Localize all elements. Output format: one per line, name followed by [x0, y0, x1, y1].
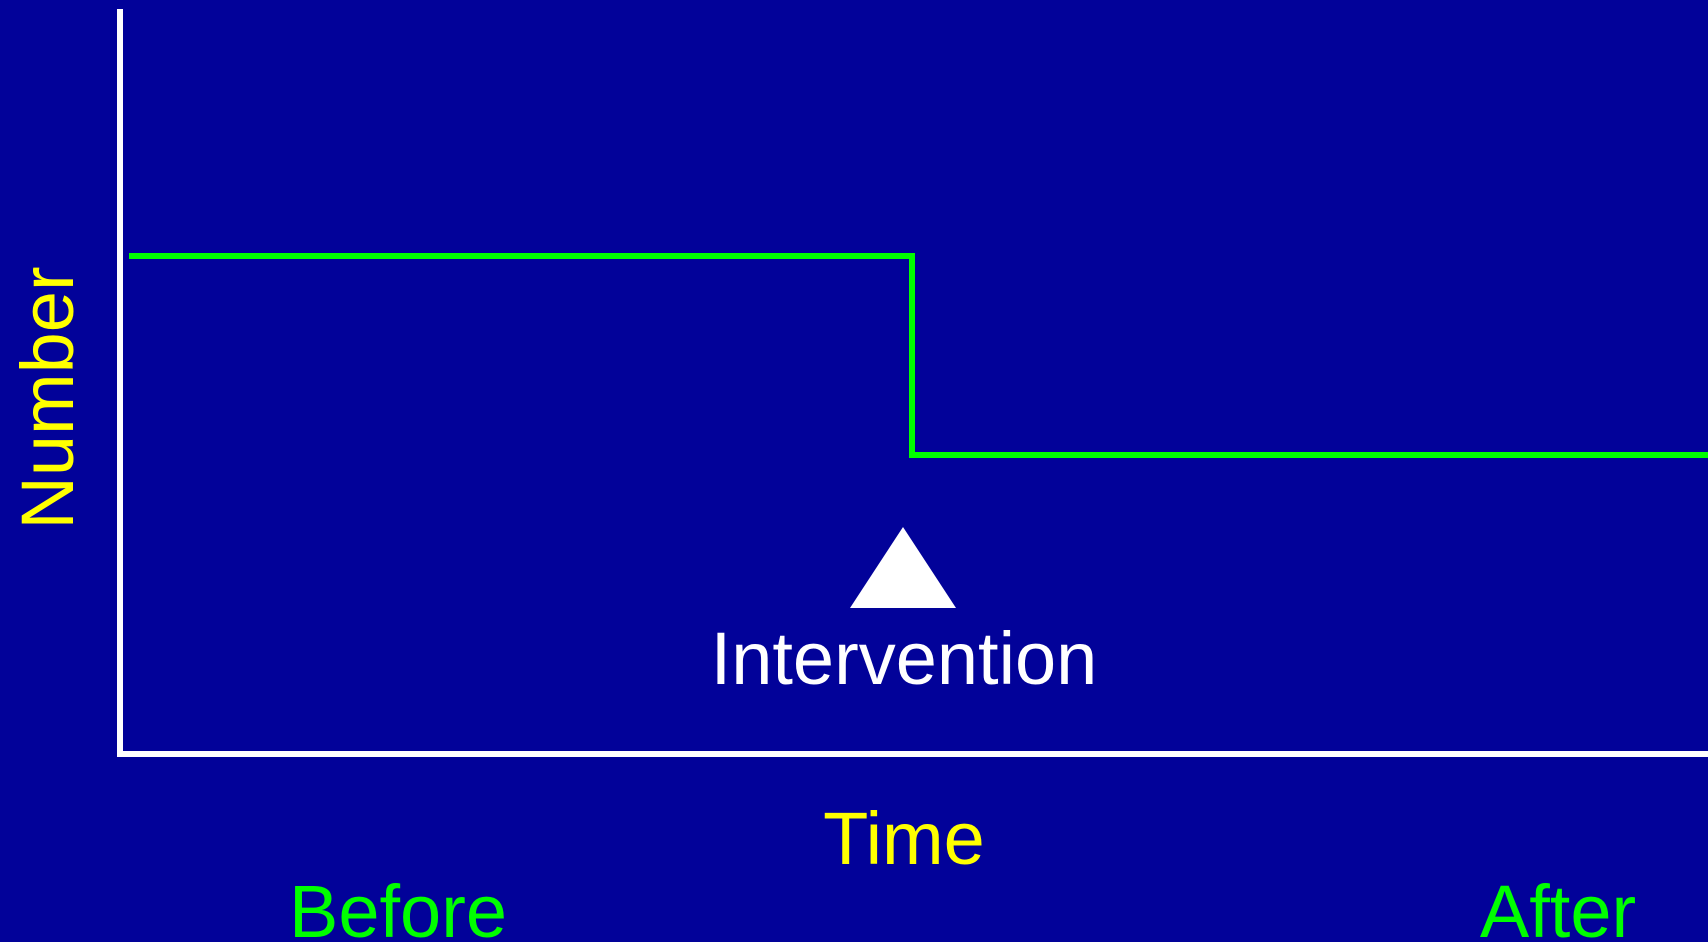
annotation: Intervention: [711, 617, 1098, 700]
step-line: [129, 253, 1708, 458]
intervention-marker: [850, 527, 956, 608]
x-axis-label: Time: [823, 797, 985, 880]
y-axis-label: Number: [6, 266, 89, 529]
before-label: Before: [289, 870, 507, 942]
after-label: After: [1480, 870, 1636, 942]
